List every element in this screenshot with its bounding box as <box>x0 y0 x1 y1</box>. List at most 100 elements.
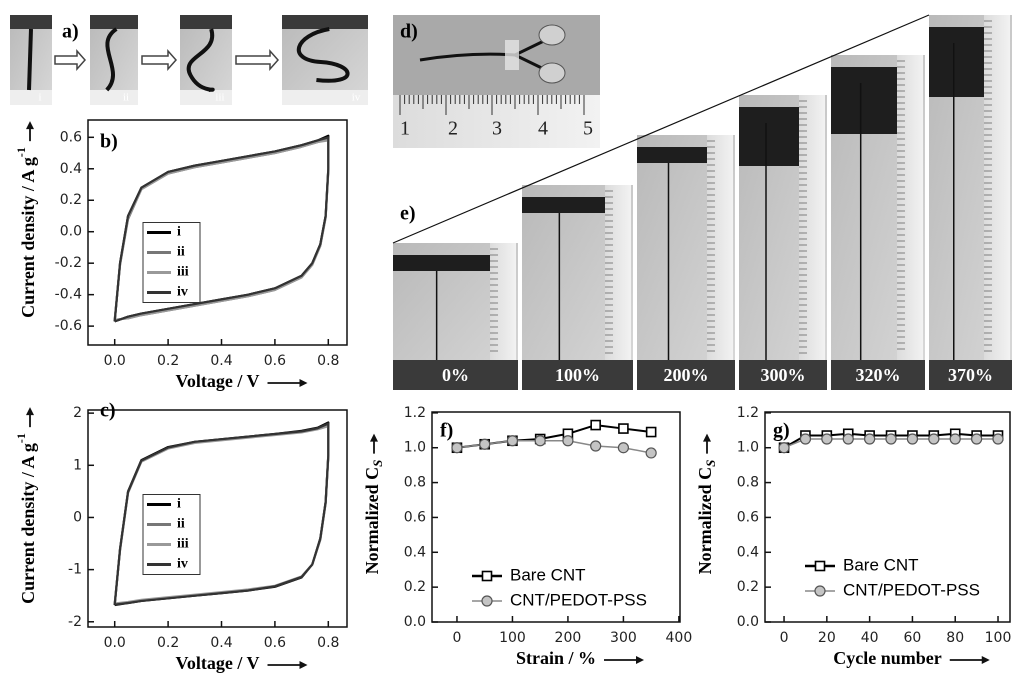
platform <box>282 90 368 105</box>
x-tick-label: 0.6 <box>264 635 286 651</box>
legend-label: iii <box>177 537 189 552</box>
x-tick-label: 0.8 <box>317 353 339 369</box>
marker <box>992 433 1004 445</box>
y-axis-label: Normalized CS <box>362 460 385 575</box>
base <box>393 360 518 390</box>
chart: 0 20 40 60 80 100 0.0 0.2 0.4 0.6 0.8 1.0 1.2 g) Cycle… <box>695 405 1011 668</box>
x-tick-label: 0 <box>780 630 789 646</box>
y-tick-label: 1.2 <box>404 405 426 421</box>
y-tick-label: 2 <box>73 405 82 421</box>
base <box>929 360 1012 390</box>
clamp <box>180 15 232 29</box>
arrow-head <box>703 433 711 442</box>
ruler <box>984 15 1010 360</box>
arrow <box>54 49 87 71</box>
platform <box>90 90 138 105</box>
chart: 0.0 0.2 0.4 0.6 0.8 -2 -1 0 1 2 c) Voltage / V Curre… <box>14 400 348 673</box>
marker <box>821 433 833 445</box>
y-tick-label: -0.6 <box>55 318 82 334</box>
ruler-number: 2 <box>448 118 458 140</box>
arrow-head <box>636 656 645 664</box>
fiber <box>186 28 215 92</box>
ruler-number: 1 <box>400 118 410 140</box>
marker <box>928 433 940 445</box>
y-axis-label-sub: S <box>703 460 718 467</box>
legend-label: iii <box>177 265 189 280</box>
marker <box>479 438 491 450</box>
panel-label: f) <box>440 420 453 442</box>
x-axis-label: Voltage / V <box>175 371 259 391</box>
arrow-head <box>26 121 34 130</box>
legend-marker <box>814 585 826 597</box>
x-axis-label: Voltage / V <box>175 653 259 673</box>
y-axis-label-sup: -1 <box>14 147 28 157</box>
y-axis-label-text: Current density / A g <box>18 157 38 318</box>
legend-marker <box>481 595 493 607</box>
marker <box>590 419 601 431</box>
y-tick-label: 0.4 <box>737 544 759 560</box>
x-axis-label: Strain / % <box>516 648 596 668</box>
fiber <box>27 28 33 91</box>
clamp <box>739 107 801 166</box>
marker <box>590 440 602 452</box>
frame-label: iv <box>352 92 361 104</box>
y-tick-label: 0.0 <box>737 614 759 630</box>
ruler <box>897 55 923 360</box>
y-tick-label: -0.4 <box>55 287 82 303</box>
clamp <box>929 27 986 97</box>
marker <box>864 433 876 445</box>
plot-frame <box>87 119 348 346</box>
legend-box <box>142 222 201 303</box>
chart: 0 100 200 300 400 0.0 0.2 0.4 0.6 0.8 1.0 1.2 f) Stra… <box>362 405 692 668</box>
x-tick-label: 0.0 <box>104 635 126 651</box>
y-tick-label: 0.0 <box>404 614 426 630</box>
y-tick-label: 0.6 <box>60 129 82 145</box>
strain-label: 200% <box>664 365 709 385</box>
x-tick-label: 0.8 <box>317 635 339 651</box>
marker <box>506 435 519 447</box>
x-tick-label: 300 <box>610 630 637 646</box>
panel-label: a) <box>62 21 79 43</box>
x-tick-label: 200 <box>555 630 582 646</box>
marker <box>778 442 790 454</box>
base <box>637 360 735 390</box>
panel-label: c) <box>100 400 116 422</box>
legend-label: CNT/PEDOT-PSS <box>843 580 980 599</box>
tape <box>505 40 519 70</box>
x-tick-label: 20 <box>818 630 836 646</box>
strain-label: 320% <box>856 365 901 385</box>
legend-label: ii <box>177 245 185 260</box>
guide-line <box>392 14 930 244</box>
y-tick-label: -0.2 <box>55 255 82 271</box>
x-tick-label: 0.4 <box>210 353 232 369</box>
strain-label: 0% <box>442 365 469 385</box>
arrow <box>141 49 178 71</box>
arrow-head <box>370 433 378 442</box>
base <box>739 360 827 390</box>
x-tick-label: 100 <box>499 630 526 646</box>
panel-label: e) <box>400 203 416 225</box>
marker <box>618 423 629 434</box>
marker <box>534 435 546 447</box>
y-tick-label: 1 <box>73 457 82 473</box>
y-tick-label: 0.8 <box>737 475 759 491</box>
y-axis-label-text: Current density / A g <box>18 443 38 604</box>
y-tick-label: 0.4 <box>404 544 426 560</box>
strain-label: 300% <box>761 365 806 385</box>
x-tick-label: 40 <box>861 630 879 646</box>
y-tick-label: 1.0 <box>404 440 426 456</box>
clamp <box>522 197 607 213</box>
legend-box <box>142 494 201 575</box>
ruler <box>490 243 516 360</box>
legend-label: iv <box>177 557 188 572</box>
legend-label: ii <box>177 517 185 532</box>
series-line <box>113 136 330 323</box>
ruler-number: 3 <box>492 118 502 140</box>
marker <box>842 433 854 445</box>
x-tick-label: 0.2 <box>157 635 179 651</box>
y-tick-label: 0.2 <box>60 192 82 208</box>
fiber <box>105 27 118 92</box>
x-tick-label: 100 <box>985 630 1012 646</box>
frame-label: iii <box>215 92 224 104</box>
clamp <box>637 147 709 163</box>
